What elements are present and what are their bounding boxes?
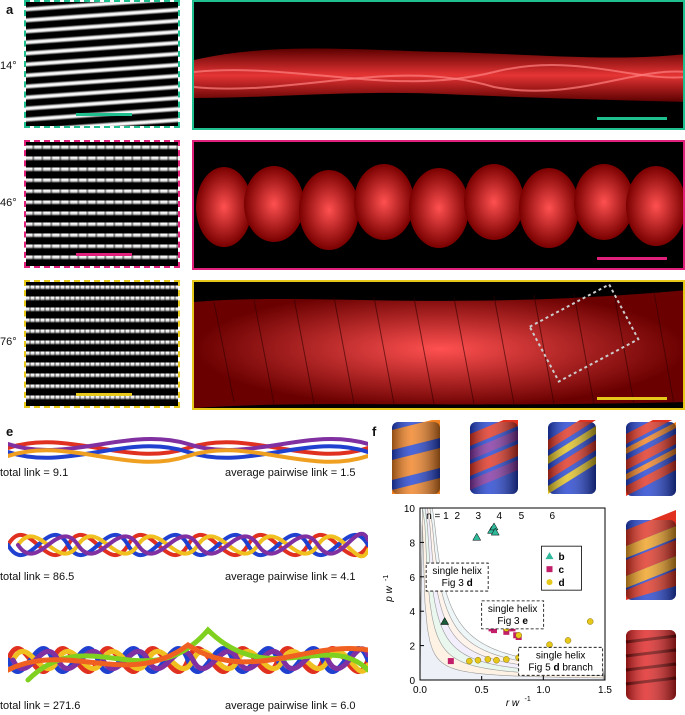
x-axis-label: r w [506,698,520,709]
helix-bundle-b [194,48,683,102]
cylinder-n1 [625,630,677,700]
helix-bundle-c [196,164,683,250]
n-label: 4 [496,511,502,522]
annotation-line1: single helix [536,650,585,661]
n-label: 5 [519,511,525,522]
n-label: 6 [550,511,556,522]
x-axis-label-sup: -1 [525,696,531,703]
cylinder-renders [392,420,677,700]
microscopy-image-d [192,280,685,410]
cylinder-n3 [626,510,676,600]
data-point-c [447,658,454,665]
scale-bar [597,397,667,400]
legend-label: d [559,578,565,589]
stripe-pattern-14 [24,0,180,128]
data-point-d [564,637,572,644]
data-point-c [491,627,497,634]
microscopy-image-b [192,0,685,130]
y-tick-label: 2 [409,642,415,653]
n-label: 3 [476,511,482,522]
scale-bar [597,117,667,120]
data-point-c [503,628,510,635]
data-point-b [489,522,499,531]
helix-bundle-d [194,283,683,408]
data-point-special [440,617,450,625]
data-point-d [466,657,473,665]
phase-region [419,525,606,681]
annotation-line2: Fig 3 d [442,578,473,589]
data-point-d [484,656,492,663]
data-point-d [586,618,594,625]
annotation-line1: single helix [488,604,537,615]
x-tick-label: 1.0 [536,685,550,696]
annotation-line1: single helix [432,566,481,577]
annotation-box [425,562,489,592]
average-link-2: average pairwise link = 4.1 [225,571,356,583]
total-link-2: total link = 86.5 [0,571,75,583]
scale-bar [76,113,132,116]
panel-label-e: e [6,424,14,439]
angle-label-76: 76° [0,336,17,348]
rope-renders [8,437,368,683]
cylinder-n6 [548,420,596,494]
stripe-pattern-46 [24,140,180,268]
y-tick-label: 8 [409,538,415,549]
n-label: 2 [455,511,461,522]
annotation-line2: Fig 3 e [497,616,528,627]
y-axis-label-sup: -1 [383,575,390,581]
microscopy-image-c [192,140,685,270]
legend-label: b [559,552,565,563]
average-link-3: average pairwise link = 6.0 [225,700,356,712]
n-label: n = 1 [426,511,449,522]
panel-label-a: a [6,2,14,17]
annotation-line2: Fig 5 d branch [528,662,592,673]
y-tick-label: 0 [409,676,415,687]
y-tick-label: 6 [409,573,415,584]
data-point-d [515,632,522,639]
phase-diagram-chart: 0.0 0.5 1.0 1.5 0 2 4 6 8 10 r w -1 p w -1 n = 1 2 3 4 5 6 b… [383,504,612,709]
total-link-3: total link = 271.6 [0,700,81,712]
annotation-box [481,600,545,630]
annotation-box [518,646,604,676]
total-link-1: total link = 9.1 [0,467,69,479]
x-tick-label: 1.5 [598,685,612,696]
data-point-d [474,656,482,664]
cylinder-n2 [392,420,440,494]
scale-bar [76,393,132,396]
data-point-b [490,527,500,536]
average-link-1: average pairwise link = 1.5 [225,467,356,479]
scale-bar [597,257,667,260]
y-tick-label: 4 [409,607,415,618]
data-point-d [503,656,510,663]
scale-bar [76,253,132,256]
data-point-b [472,532,482,541]
x-tick-label: 0.0 [413,685,427,696]
cylinder-n8 [626,420,676,496]
y-tick-label: 10 [404,504,416,515]
legend-label: c [559,565,565,576]
stripe-pattern-76 [24,280,180,408]
plot-frame [419,507,606,681]
angle-label-14: 14° [0,60,17,72]
x-tick-label: 0.5 [475,685,489,696]
data-point-d [493,656,500,664]
legend-marker [546,566,553,573]
panel-label-f: f [372,424,377,439]
y-axis-label: p w [384,585,395,602]
cylinder-n4 [470,420,518,494]
angle-label-46: 46° [0,197,17,209]
data-point-d [546,641,553,648]
legend-marker [545,552,554,560]
legend-marker [546,579,553,586]
